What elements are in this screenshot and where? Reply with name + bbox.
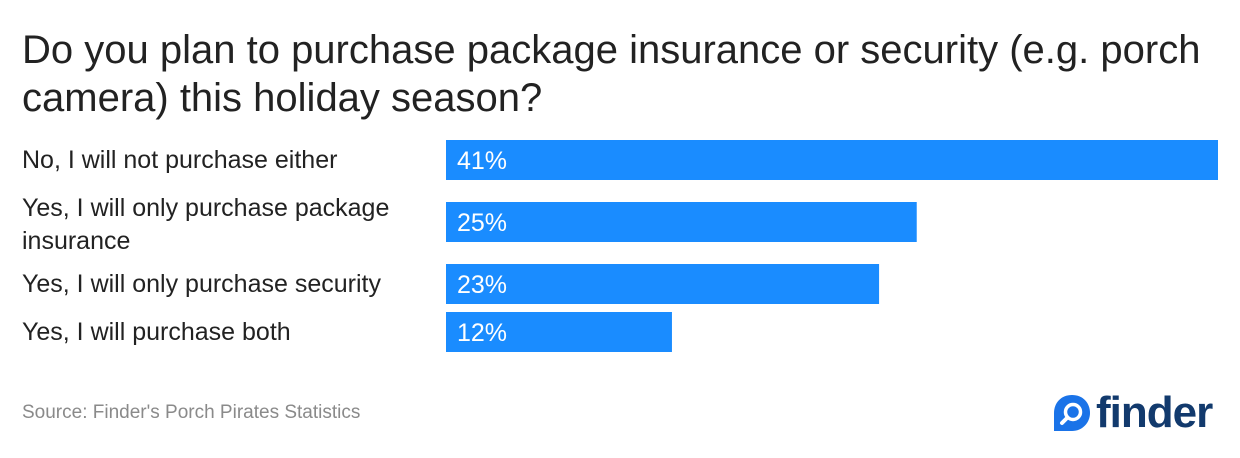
finder-logo[interactable]: finder xyxy=(1052,388,1213,437)
bar[interactable] xyxy=(446,140,1218,180)
bar[interactable] xyxy=(446,202,917,242)
bar-value-label: 25% xyxy=(457,209,507,237)
bar-value-label: 12% xyxy=(457,319,507,347)
bar-value-label: 41% xyxy=(457,147,507,175)
category-label: Yes, I will purchase both xyxy=(22,317,291,346)
finder-search-drop-icon xyxy=(1054,395,1090,431)
bar[interactable] xyxy=(446,312,672,352)
category-label: Yes, I will only purchase security xyxy=(22,269,381,298)
source-note: Source: Finder's Porch Pirates Statistic… xyxy=(22,402,361,423)
finder-wordmark: finder xyxy=(1096,388,1213,437)
bar[interactable] xyxy=(446,264,880,304)
category-label: Yes, I will only purchase package insura… xyxy=(22,194,390,255)
chart-title: Do you plan to purchase package insuranc… xyxy=(22,28,1201,120)
category-label: No, I will not purchase either xyxy=(22,145,338,174)
bar-value-label: 23% xyxy=(457,271,507,299)
